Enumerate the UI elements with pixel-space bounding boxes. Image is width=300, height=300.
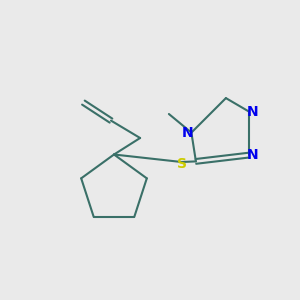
Text: N: N: [247, 105, 259, 118]
Text: N: N: [247, 148, 259, 162]
Text: N: N: [182, 126, 193, 140]
Text: S: S: [176, 158, 187, 171]
